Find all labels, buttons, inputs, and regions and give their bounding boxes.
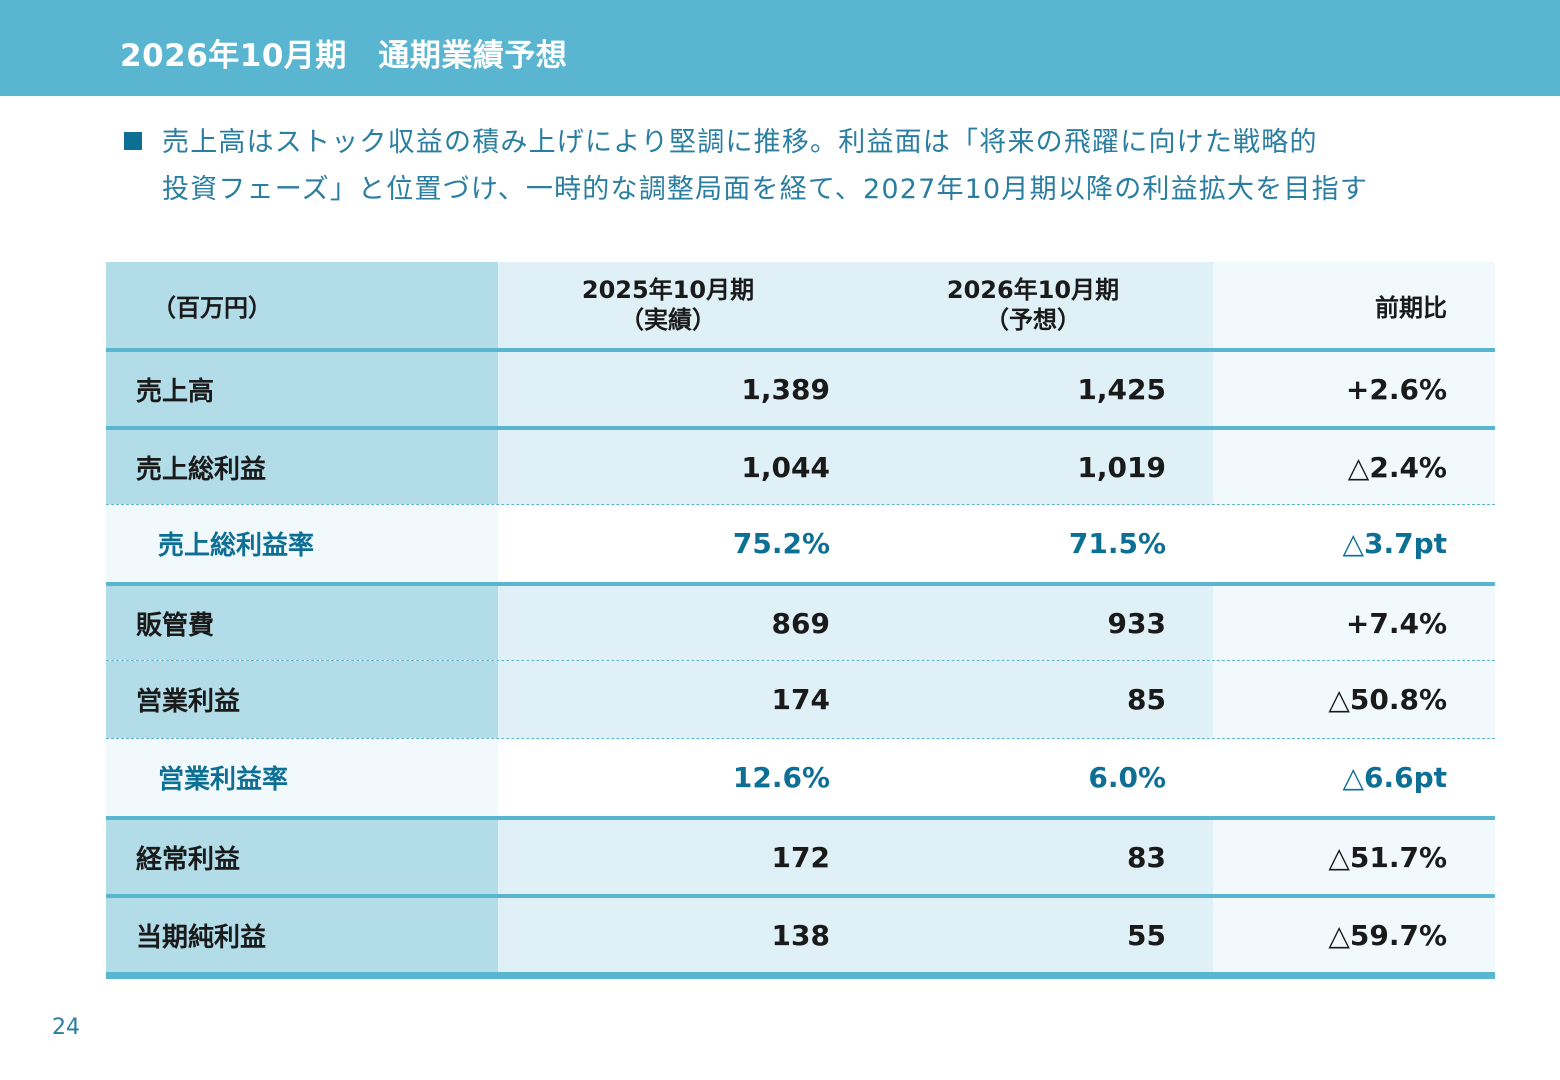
value-fy2025: 869: [498, 586, 868, 660]
header-bar: 2026年10月期 通期業績予想: [0, 0, 1560, 96]
row-label: 営業利益率: [106, 739, 498, 816]
value-fy2026: 71.5%: [868, 505, 1213, 582]
value-fy2025: 1,389: [498, 352, 868, 426]
forecast-table: （百万円） 2025年10月期 （実績） 2026年10月期 （予想） 前期比 …: [106, 262, 1495, 979]
column-header-fy2025-type: （実績）: [620, 306, 716, 334]
value-yoy: △3.7pt: [1213, 505, 1495, 582]
value-yoy: +2.6%: [1213, 352, 1495, 426]
value-fy2026: 1,425: [868, 352, 1213, 426]
row-label: 売上総利益率: [106, 505, 498, 582]
column-header-yoy: 前期比: [1213, 262, 1495, 348]
value-fy2025: 172: [498, 820, 868, 894]
table-row-operating-margin: 営業利益率 12.6% 6.0% △6.6pt: [106, 738, 1495, 816]
column-header-fy2026-type: （予想）: [985, 306, 1081, 334]
table-row-sga: 販管費 869 933 +7.4%: [106, 582, 1495, 660]
value-fy2026: 1,019: [868, 430, 1213, 504]
value-yoy: △50.8%: [1213, 661, 1495, 738]
table-header-row: （百万円） 2025年10月期 （実績） 2026年10月期 （予想） 前期比: [106, 262, 1495, 348]
value-fy2025: 1,044: [498, 430, 868, 504]
value-yoy: △2.4%: [1213, 430, 1495, 504]
column-header-fy2025-period: 2025年10月期: [581, 276, 755, 304]
value-fy2025: 174: [498, 661, 868, 738]
page-title: 2026年10月期 通期業績予想: [120, 38, 568, 74]
value-yoy: △59.7%: [1213, 898, 1495, 972]
row-label: 売上高: [106, 352, 498, 426]
row-label: 当期純利益: [106, 898, 498, 972]
value-fy2026: 85: [868, 661, 1213, 738]
value-yoy: △51.7%: [1213, 820, 1495, 894]
value-fy2025: 12.6%: [498, 739, 868, 816]
square-bullet-icon: [124, 132, 142, 150]
table-row-ordinary-profit: 経常利益 172 83 △51.7%: [106, 816, 1495, 894]
table-row-net-income: 当期純利益 138 55 △59.7%: [106, 894, 1495, 972]
value-fy2026: 933: [868, 586, 1213, 660]
value-yoy: △6.6pt: [1213, 739, 1495, 816]
row-label: 販管費: [106, 586, 498, 660]
value-fy2026: 6.0%: [868, 739, 1213, 816]
table-row-gross-profit: 売上総利益 1,044 1,019 △2.4%: [106, 426, 1495, 504]
table-bottom-rule: [106, 972, 1495, 979]
value-fy2025: 138: [498, 898, 868, 972]
summary-line-2: 投資フェーズ」と位置づけ、一時的な調整局面を経て、2027年10月期以降の利益拡…: [162, 174, 1369, 205]
row-label: 経常利益: [106, 820, 498, 894]
row-label: 営業利益: [106, 661, 498, 738]
table-row-net-sales: 売上高 1,389 1,425 +2.6%: [106, 348, 1495, 426]
table-row-gross-margin: 売上総利益率 75.2% 71.5% △3.7pt: [106, 504, 1495, 582]
row-label: 売上総利益: [106, 430, 498, 504]
table-row-operating-profit: 営業利益 174 85 △50.8%: [106, 660, 1495, 738]
value-fy2026: 55: [868, 898, 1213, 972]
column-header-fy2025: 2025年10月期 （実績）: [498, 262, 868, 348]
value-yoy: +7.4%: [1213, 586, 1495, 660]
value-fy2026: 83: [868, 820, 1213, 894]
column-header-fy2026-period: 2026年10月期: [946, 276, 1120, 304]
page-number: 24: [52, 1015, 80, 1040]
summary-line-1: 売上高はストック収益の積み上げにより堅調に推移。利益面は「将来の飛躍に向けた戦略…: [162, 127, 1318, 158]
value-fy2025: 75.2%: [498, 505, 868, 582]
column-header-fy2026: 2026年10月期 （予想）: [868, 262, 1213, 348]
unit-label: （百万円）: [106, 262, 498, 348]
